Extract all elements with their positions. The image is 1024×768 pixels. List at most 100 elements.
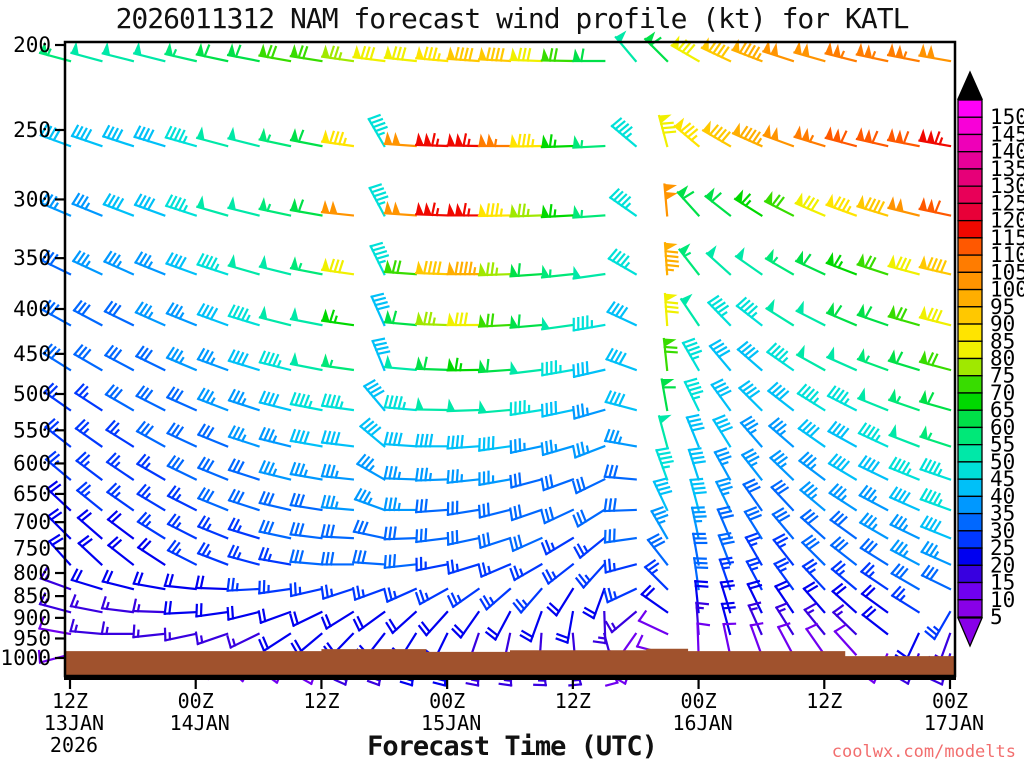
wind-barb <box>858 484 889 512</box>
wind-barb <box>765 342 795 372</box>
wind-barb <box>415 556 449 572</box>
svg-text:200: 200 <box>13 33 51 57</box>
wind-barb <box>132 624 166 639</box>
wind-barb <box>918 389 952 412</box>
wind-barb <box>196 387 229 412</box>
wind-barb <box>919 457 952 481</box>
wind-barb <box>258 459 292 481</box>
wind-barb <box>415 356 449 372</box>
wind-barb <box>509 472 543 489</box>
wind-barb <box>320 524 355 540</box>
wind-barb <box>746 579 763 614</box>
wind-barb <box>603 587 638 604</box>
wind-barb <box>512 587 543 614</box>
wind-barb <box>858 512 889 540</box>
wind-barb <box>608 187 638 217</box>
wind-barb <box>289 44 323 63</box>
wind-barb <box>446 202 480 217</box>
wind-barb <box>676 185 701 217</box>
svg-text:105: 105 <box>990 260 1024 284</box>
wind-barb <box>555 610 575 645</box>
wind-barb <box>103 344 135 372</box>
wind-barb <box>446 357 480 372</box>
svg-text:12Z: 12Z <box>806 689 842 713</box>
wind-barb <box>446 312 480 327</box>
wind-barb <box>831 582 858 614</box>
svg-text:35: 35 <box>990 502 1015 526</box>
svg-text:15JAN: 15JAN <box>421 711 481 735</box>
wind-barb <box>795 300 826 327</box>
wind-barb <box>696 622 711 656</box>
watermark-link[interactable]: coolwx.com/modelts <box>831 742 1016 762</box>
wind-barb <box>383 259 417 276</box>
wind-barb <box>383 200 417 217</box>
wind-barb <box>773 580 795 614</box>
svg-text:900: 900 <box>13 606 51 630</box>
wind-barb <box>856 303 889 327</box>
wind-barb <box>196 541 229 566</box>
svg-text:750: 750 <box>13 536 51 560</box>
wind-barb <box>290 632 323 656</box>
svg-text:15: 15 <box>990 571 1015 595</box>
wind-barb <box>681 337 703 372</box>
wind-barb <box>540 474 575 492</box>
wind-barb <box>446 559 480 575</box>
svg-text:550: 550 <box>13 418 51 442</box>
wind-barb <box>477 313 512 328</box>
svg-text:500: 500 <box>13 382 51 406</box>
wind-barb <box>855 42 889 63</box>
wind-barb <box>104 384 135 412</box>
wind-barb <box>289 582 323 598</box>
wind-barb <box>166 485 198 512</box>
wind-barb <box>70 568 103 591</box>
wind-barb <box>194 575 229 591</box>
wind-barb <box>540 48 574 63</box>
wind-barb <box>762 124 795 148</box>
wind-barb <box>166 513 198 540</box>
wind-barb <box>705 245 732 276</box>
wind-barb <box>720 601 736 636</box>
wind-barb <box>643 558 669 591</box>
wind-barb <box>227 349 260 372</box>
wind-barb <box>71 250 103 276</box>
wind-barb <box>886 128 920 148</box>
wind-barb <box>918 305 952 327</box>
wind-barb <box>196 515 229 540</box>
wind-barb <box>477 562 512 578</box>
wind-barb <box>477 47 512 63</box>
wind-barb <box>320 610 355 631</box>
wind-barb <box>509 562 543 582</box>
wind-barb <box>76 509 103 540</box>
wind-barb <box>824 41 858 63</box>
wind-barb <box>477 400 512 414</box>
wind-barb <box>258 390 292 412</box>
wind-barb <box>765 298 795 327</box>
wind-barb <box>650 505 669 540</box>
wind-barb <box>859 561 889 591</box>
wind-barb <box>166 455 198 481</box>
wind-barb <box>546 587 575 617</box>
wind-barb <box>574 562 606 590</box>
wind-barb <box>804 622 826 656</box>
wind-barb <box>889 513 921 540</box>
wind-barb <box>796 383 826 412</box>
wind-barb <box>824 126 858 148</box>
wind-barb <box>509 263 543 278</box>
wind-barb <box>887 349 920 372</box>
wind-barb <box>320 257 355 276</box>
wind-barb <box>132 41 166 63</box>
wind-barb <box>415 46 449 63</box>
wind-barb <box>446 587 481 609</box>
wind-barb <box>196 302 229 327</box>
wind-barb <box>706 294 732 327</box>
wind-barb <box>637 609 669 636</box>
wind-barb <box>887 388 920 412</box>
wind-barb <box>101 569 135 591</box>
wind-barb <box>164 125 198 148</box>
wind-barb <box>708 338 732 372</box>
wind-barb <box>663 292 679 327</box>
wind-barb <box>572 135 606 149</box>
wind-barb <box>368 183 389 217</box>
wind-barb <box>135 420 166 448</box>
